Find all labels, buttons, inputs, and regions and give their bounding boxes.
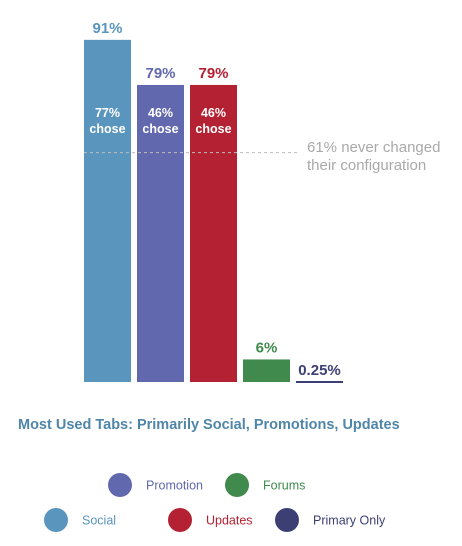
inner-label-social-1: 77% (95, 106, 120, 120)
value-label-primary-only: 0.25% (298, 362, 341, 379)
inner-label-promotion-2: chose (142, 122, 178, 136)
inner-label-social-2: chose (89, 122, 125, 136)
legend-swatch-primary-only (275, 508, 299, 532)
legend-label-primary-only: Primary Only (313, 514, 386, 528)
bars-group (84, 39, 343, 383)
annotation-line-2: their configuration (307, 157, 426, 174)
legend: Promotion Forums Social Updates Primary Only (44, 473, 386, 532)
inner-label-updates-1: 46% (201, 106, 226, 120)
labels-group: 91% 79% 79% 6% 0.25% 77% chose 46% chose 46% chose (89, 20, 340, 379)
chart-title: Most Used Tabs: Primarily Social, Promot… (18, 417, 400, 433)
legend-label-social: Social (82, 514, 116, 528)
legend-swatch-social (44, 508, 68, 532)
annotation-line-1: 61% never changed (307, 139, 440, 156)
legend-label-updates: Updates (206, 514, 253, 528)
bar-social (84, 39, 131, 383)
bar-promotion (137, 84, 184, 383)
bar-updates (190, 84, 237, 383)
value-label-promotion: 79% (145, 65, 175, 82)
legend-swatch-forums (225, 473, 249, 497)
legend-swatch-promotion (108, 473, 132, 497)
legend-label-promotion: Promotion (146, 479, 203, 493)
inner-label-updates-2: chose (195, 122, 231, 136)
legend-label-forums: Forums (263, 479, 305, 493)
value-label-forums: 6% (256, 339, 278, 356)
legend-swatch-updates (168, 508, 192, 532)
bar-forums (243, 359, 290, 382)
value-label-social: 91% (92, 20, 122, 37)
value-label-updates: 79% (198, 65, 228, 82)
inner-label-promotion-1: 46% (148, 106, 173, 120)
